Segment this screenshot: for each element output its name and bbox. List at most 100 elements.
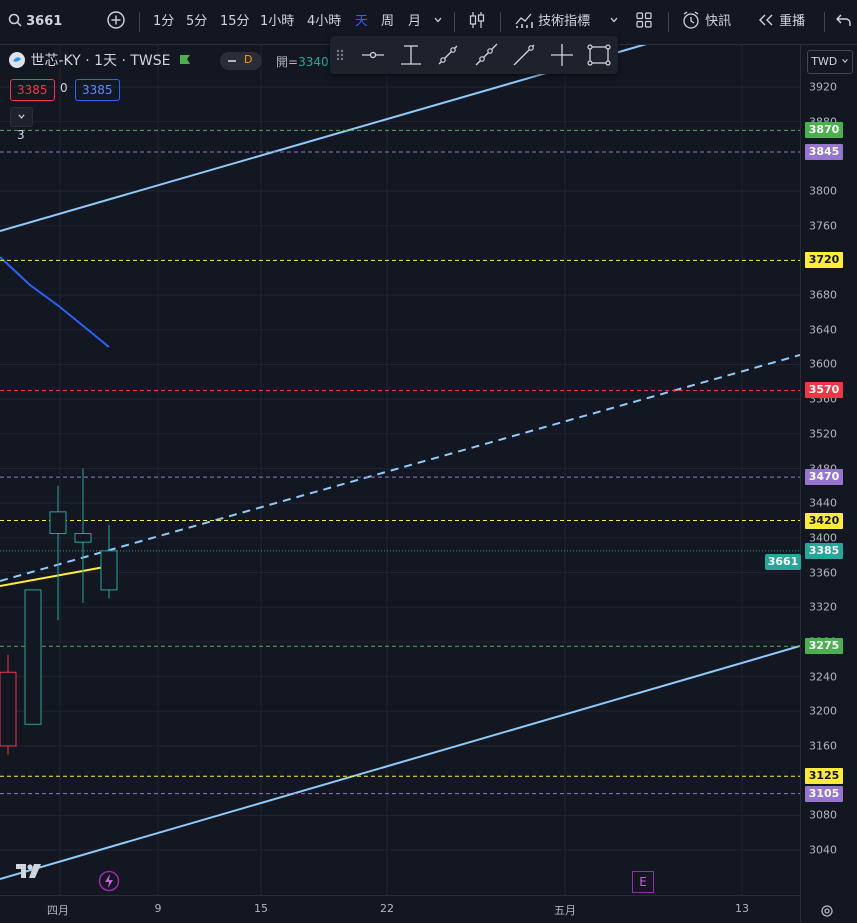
candle [0,654,17,755]
chevron-down-icon [18,114,25,119]
level-price-tag: 3420 [805,512,843,529]
candle [74,468,92,603]
price-tick-label: 3400 [809,531,837,545]
horizontal-levels[interactable] [0,129,800,795]
drag-handle-icon[interactable] [334,42,346,68]
level-price-tag: 3105 [805,785,843,802]
interval-4h[interactable]: 4小時 [307,14,342,29]
level-price-tag: 3870 [805,122,843,139]
level-price-tag: 3570 [805,382,843,399]
chevron-down-icon [610,17,618,23]
buy-price-button[interactable]: 3385 [75,79,120,101]
symbol-search[interactable]: 3661 [8,0,62,44]
interval-1h[interactable]: 1小時 [260,14,295,29]
ray-icon[interactable] [473,42,499,68]
interval-1w[interactable]: 周 [381,14,395,29]
trend-line-middle-dashed [0,354,800,582]
compare-button[interactable] [106,0,126,44]
currency-label: TWD [811,55,838,68]
dividend-event-badge[interactable] [98,870,120,892]
price-tick-label: 3240 [809,670,837,684]
chart-type-button[interactable] [467,0,487,44]
price-range-icon[interactable] [398,42,424,68]
open-value: 3340 [298,55,329,69]
candles-icon [469,12,485,28]
interval-1mo[interactable]: 月 [408,14,422,29]
interval-dropdown[interactable] [433,0,443,44]
indicators-collapse-toggle[interactable]: 3 [10,107,33,142]
candle-body [0,671,17,747]
indicators-dropdown[interactable] [609,0,619,44]
data-status-badge[interactable]: D [220,52,262,70]
chart-pane[interactable] [0,45,800,895]
price-tick-label: 3440 [809,496,837,510]
time-tick-label: 22 [380,902,394,915]
market-open-flag-icon [179,55,190,64]
sell-price-button[interactable]: 3385 [10,79,55,101]
drawing-toolbar [330,36,618,74]
tradingview-logo-icon [16,864,41,878]
time-tick-label: 五月 [554,904,576,917]
price-tick-label: 3360 [809,566,837,580]
trendlines[interactable] [0,45,800,880]
indicators-label: 技術指標 [538,14,591,29]
price-tick-label: 3200 [809,704,837,718]
interval-5m[interactable]: 5分 [186,14,208,29]
minus-icon [228,60,236,62]
time-tick-label: 9 [154,902,162,915]
layouts-button[interactable] [635,0,653,44]
last-price-tag: 3385 [805,542,843,559]
axis-settings-button[interactable] [820,903,834,917]
moving-average-yellow [0,565,111,587]
replay-button[interactable]: 重播 [757,0,805,44]
candles [0,468,118,755]
extended-line-icon[interactable] [511,42,537,68]
earnings-event-badge[interactable]: E [632,871,654,893]
symbol-title[interactable]: 世芯-KY · 1天 · TWSE [30,53,171,69]
rectangle-icon[interactable] [586,42,612,68]
price-tick-label: 3520 [809,427,837,441]
collapse-count: 3 [17,128,25,142]
price-tick-label: 3080 [809,808,837,822]
horizontal-line-icon[interactable] [360,42,386,68]
interval-1d[interactable]: 天 [355,14,369,29]
candle [49,485,67,621]
candle-body [49,511,67,535]
trend-line-lower [0,645,800,880]
replay-label: 重播 [779,14,806,29]
price-tick-label: 3320 [809,600,837,614]
alarm-clock-icon [683,11,699,29]
open-prefix: 開= [276,55,299,69]
interval-1m[interactable]: 1分 [153,14,175,29]
price-tick-label: 3640 [809,323,837,337]
exchange-logo-icon [9,52,25,68]
time-tick-label: 15 [254,902,268,915]
undo-button[interactable] [836,0,852,44]
candle-body [24,589,42,725]
currency-selector[interactable]: TWD [807,50,853,74]
tradingview-logo[interactable] [14,860,44,882]
moving-average-blue [0,256,110,348]
candle [24,589,42,725]
time-tick-label: 四月 [47,904,69,917]
candle-body [100,550,118,591]
interval-15m[interactable]: 15分 [220,14,250,29]
lightning-icon [98,870,120,892]
indicators-chart-icon [515,13,533,28]
indicators-button[interactable]: 技術指標 [514,0,590,44]
trend-line-upper [0,45,647,232]
search-icon [8,13,22,27]
crosshair-icon[interactable] [549,42,575,68]
ohlc-open: 開=3340 [276,53,329,70]
price-axis[interactable]: TWD 392038803800376036803640360035603520… [800,45,857,922]
chevron-down-icon [841,59,848,63]
price-tick-label: 3040 [809,843,837,857]
alerts-button[interactable]: 快訊 [681,0,731,44]
price-tick-label: 3800 [809,184,837,198]
trend-line-icon[interactable] [435,42,461,68]
delay-badge: D [244,53,253,66]
chevron-down-icon [434,17,442,23]
gear-icon [821,905,833,917]
time-axis[interactable]: 四月 9 15 22 五月 13 [0,895,800,923]
